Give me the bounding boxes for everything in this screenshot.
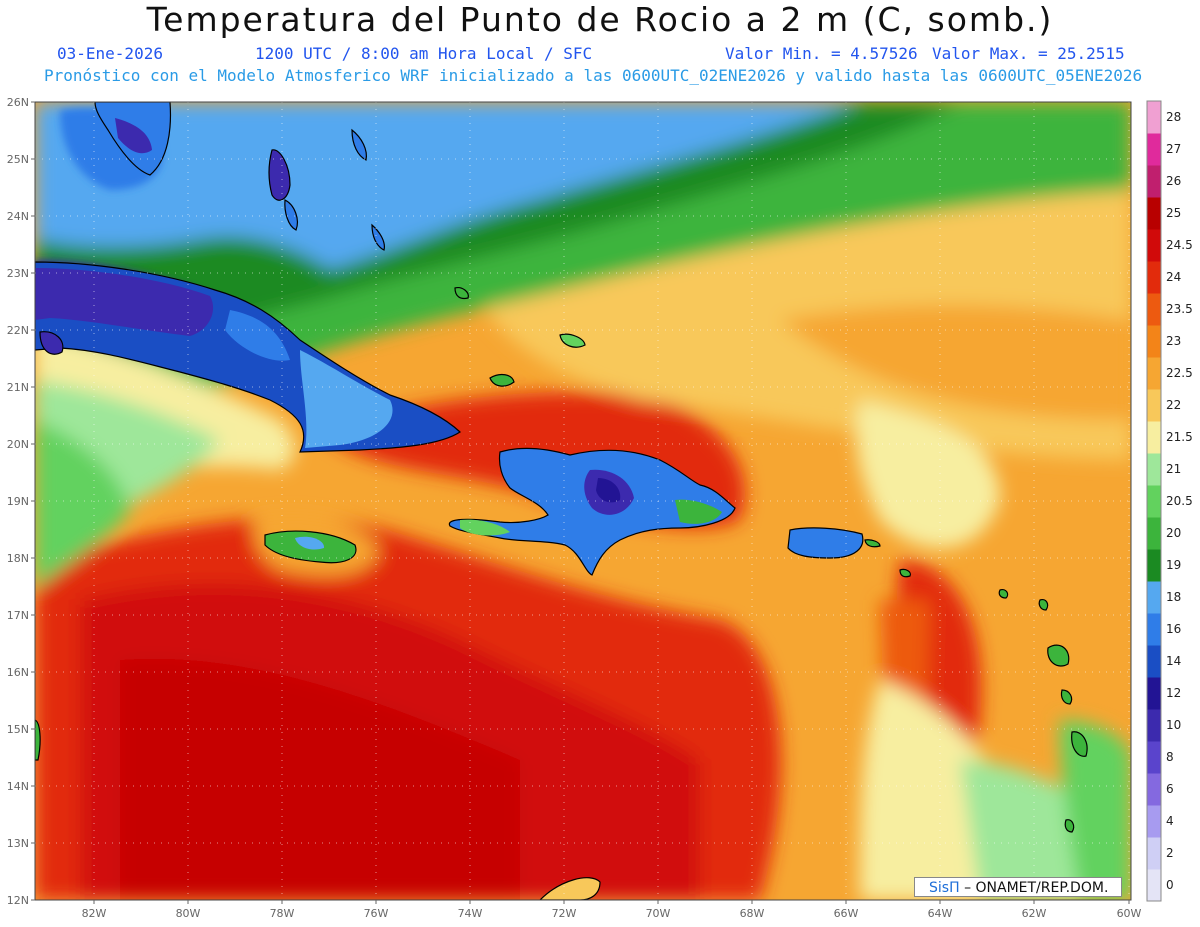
colorbar-label: 2 xyxy=(1166,846,1174,860)
colorbar-label: 19 xyxy=(1166,558,1181,572)
colorbar-swatch xyxy=(1147,389,1161,422)
lon-label: 68W xyxy=(740,907,765,920)
value-min: Valor Min. = 4.57526 xyxy=(725,44,918,63)
colorbar-swatch xyxy=(1147,261,1161,294)
colorbar-swatch xyxy=(1147,325,1161,358)
longitude-labels: 82W 80W 78W 76W 74W 72W 70W 68W 66W 64W 62W 60W xyxy=(82,900,1142,920)
colorbar-swatch xyxy=(1147,229,1161,262)
colorbar-swatch xyxy=(1147,805,1161,838)
lat-label: 14N xyxy=(7,780,29,793)
colorbar-label: 25 xyxy=(1166,206,1181,220)
colorbar-swatch xyxy=(1147,677,1161,710)
map-title: Temperatura del Punto de Rocio a 2 m (C,… xyxy=(146,0,1054,39)
colorbar-swatch xyxy=(1147,133,1161,166)
lat-label: 16N xyxy=(7,666,29,679)
lon-label: 60W xyxy=(1117,907,1142,920)
lon-label: 76W xyxy=(364,907,389,920)
lat-label: 18N xyxy=(7,552,29,565)
colorbar-swatch xyxy=(1147,581,1161,614)
colorbar-swatch xyxy=(1147,741,1161,774)
colorbar-label: 8 xyxy=(1166,750,1174,764)
colorbar-label: 12 xyxy=(1166,686,1181,700)
colorbar-swatch xyxy=(1147,613,1161,646)
lat-label: 25N xyxy=(7,153,29,166)
lon-label: 66W xyxy=(834,907,859,920)
colorbar-swatch xyxy=(1147,645,1161,678)
colorbar-swatch xyxy=(1147,357,1161,390)
lat-label: 23N xyxy=(7,267,29,280)
colorbar-label: 10 xyxy=(1166,718,1181,732)
colorbar-label: 24.5 xyxy=(1166,238,1193,252)
forecast-date: 03-Ene-2026 xyxy=(57,44,163,63)
colorbar-label: 27 xyxy=(1166,142,1181,156)
lon-label: 72W xyxy=(552,907,577,920)
lon-label: 62W xyxy=(1022,907,1047,920)
colorbar-frame xyxy=(1146,100,1162,902)
lon-label: 64W xyxy=(928,907,953,920)
colorbar-label: 28 xyxy=(1166,110,1181,124)
colorbar-label: 4 xyxy=(1166,814,1174,828)
forecast-description: Pronóstico con el Modelo Atmosferico WRF… xyxy=(44,66,1143,85)
latitude-labels: 26N 25N 24N 23N 22N 21N 20N 19N 18N 17N 16N 15N 14N 1… xyxy=(7,96,35,907)
colorbar-swatch xyxy=(1147,549,1161,582)
lon-label: 78W xyxy=(270,907,295,920)
colorbar-label: 23.5 xyxy=(1166,302,1193,316)
colorbar-swatch xyxy=(1147,773,1161,806)
lat-label: 26N xyxy=(7,96,29,109)
colorbar-label: 26 xyxy=(1166,174,1181,188)
colorbar-swatch xyxy=(1147,485,1161,518)
colorbar-swatch xyxy=(1147,197,1161,230)
land-masses xyxy=(35,102,1088,900)
colorbar-label: 21 xyxy=(1166,462,1181,476)
colorbar-swatch xyxy=(1147,453,1161,486)
lat-label: 21N xyxy=(7,381,29,394)
lat-label: 19N xyxy=(7,495,29,508)
credit-org: – ONAMET/REP.DOM. xyxy=(964,880,1109,896)
colorbar-label: 6 xyxy=(1166,782,1174,796)
value-max: Valor Max. = 25.2515 xyxy=(932,44,1125,63)
lat-label: 20N xyxy=(7,438,29,451)
lat-label: 24N xyxy=(7,210,29,223)
colorbar-label: 18 xyxy=(1166,590,1181,604)
lat-label: 17N xyxy=(7,609,29,622)
colorbar-label: 22.5 xyxy=(1166,366,1193,380)
colorbar-swatch xyxy=(1147,869,1161,902)
lon-label: 80W xyxy=(176,907,201,920)
colorbar-swatch xyxy=(1147,165,1161,198)
colorbar-swatch xyxy=(1147,293,1161,326)
colorbar-label: 0 xyxy=(1166,878,1174,892)
credit-box: SisΠ – ONAMET/REP.DOM. xyxy=(914,877,1122,897)
colorbar-label: 16 xyxy=(1166,622,1181,636)
lat-label: 13N xyxy=(7,837,29,850)
colorbar-label: 20 xyxy=(1166,526,1181,540)
colorbar-swatch xyxy=(1147,709,1161,742)
colorbar-swatch xyxy=(1147,421,1161,454)
colorbar-label: 22 xyxy=(1166,398,1181,412)
lon-label: 82W xyxy=(82,907,107,920)
lon-label: 74W xyxy=(458,907,483,920)
colorbar-swatch xyxy=(1147,517,1161,550)
lat-label: 15N xyxy=(7,723,29,736)
colorbar-label: 21.5 xyxy=(1166,430,1193,444)
colorbar: 024681012141618192020.52121.52222.52323.… xyxy=(1146,100,1193,902)
lat-label: 22N xyxy=(7,324,29,337)
colorbar-swatch xyxy=(1147,837,1161,870)
colorbar-label: 23 xyxy=(1166,334,1181,348)
colorbar-label: 20.5 xyxy=(1166,494,1193,508)
dewpoint-field xyxy=(35,102,1131,900)
lon-label: 70W xyxy=(646,907,671,920)
colorbar-label: 24 xyxy=(1166,270,1181,284)
lat-label: 12N xyxy=(7,894,29,907)
forecast-time: 1200 UTC / 8:00 am Hora Local / SFC xyxy=(255,44,593,63)
credit-brand: SisΠ xyxy=(929,880,960,896)
colorbar-label: 14 xyxy=(1166,654,1181,668)
colorbar-swatch xyxy=(1147,101,1161,134)
